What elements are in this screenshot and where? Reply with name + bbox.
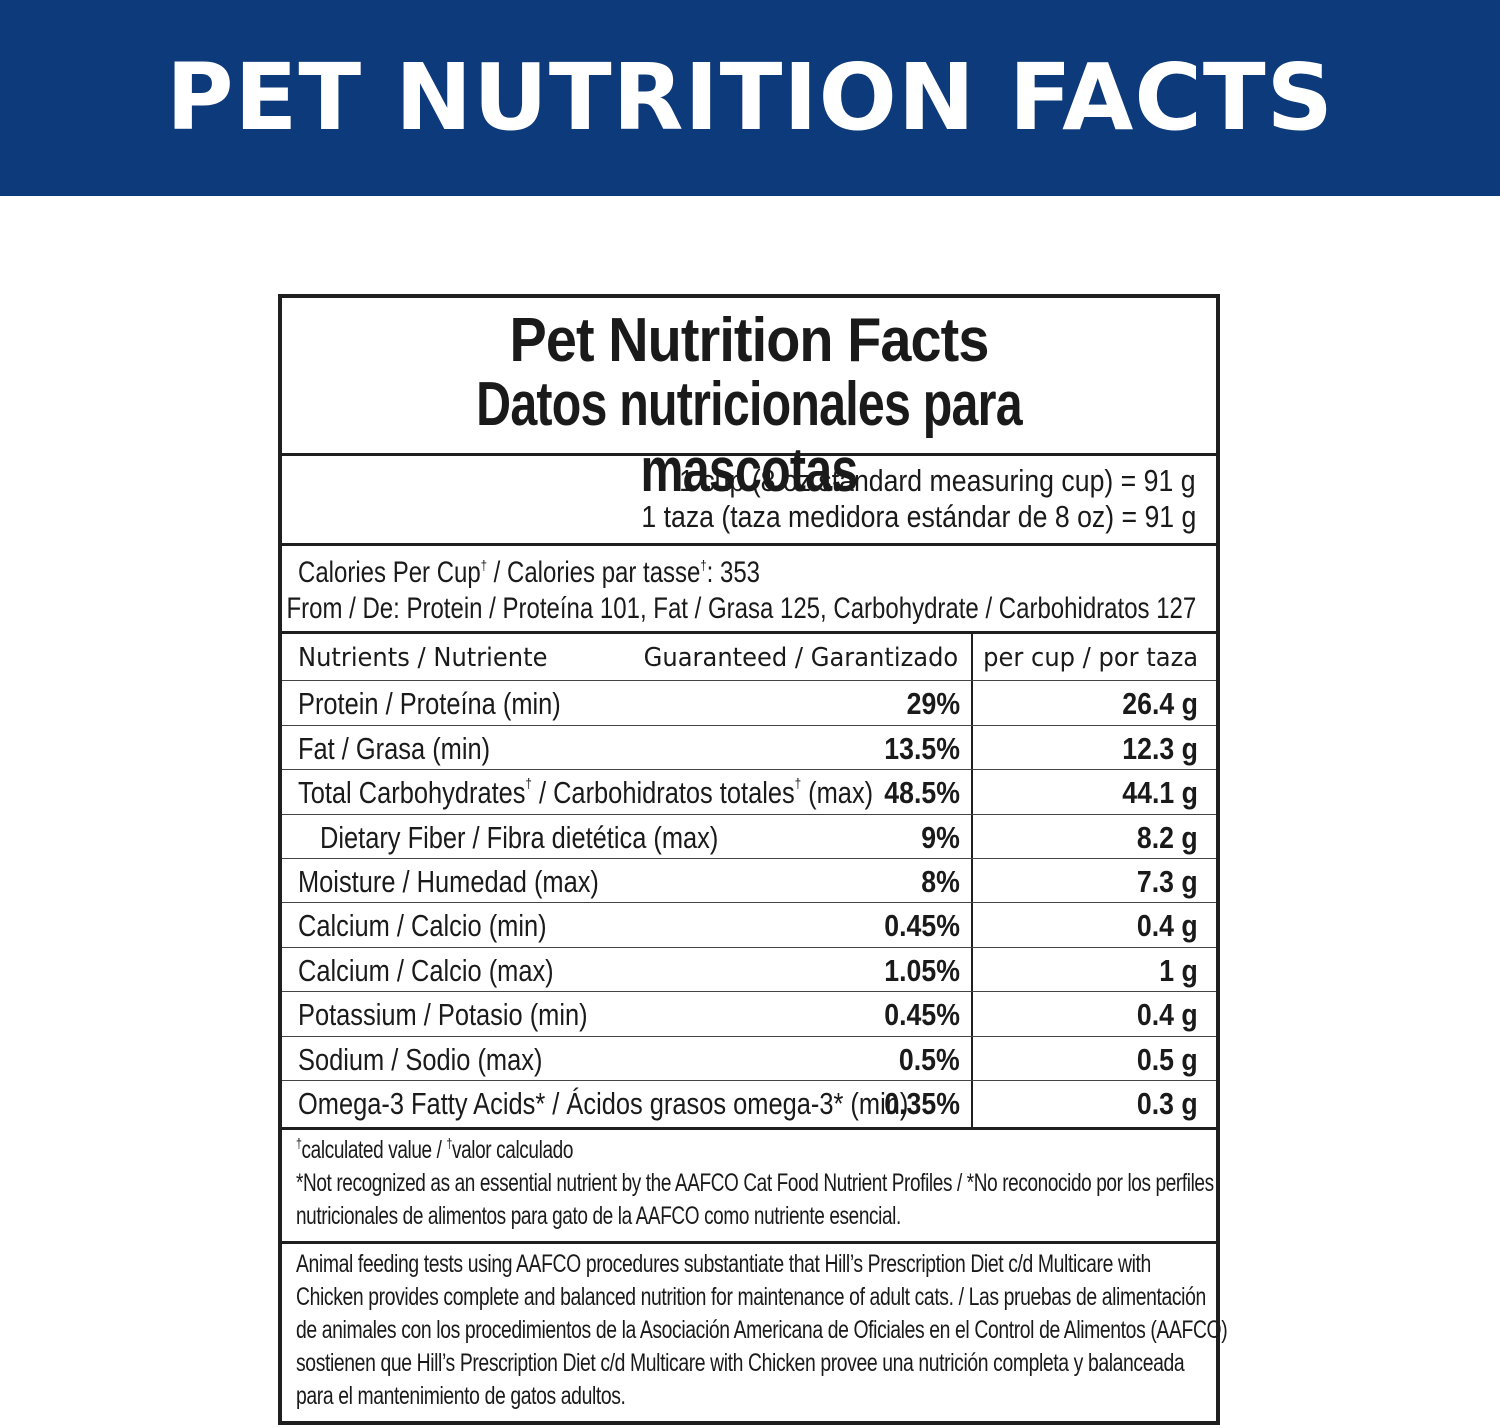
row-divider xyxy=(282,1036,1216,1037)
statement-line: para el mantenimiento de gatos adultos. xyxy=(296,1382,626,1410)
per-cup-value: 12.3 g xyxy=(1122,731,1198,766)
nutrient-name: Dietary Fiber / Fibra dietética (max) xyxy=(320,820,719,855)
serving-size-english: 1 cup (8 oz standard measuring cup) = 91… xyxy=(679,463,1196,498)
banner-title: PET NUTRITION FACTS xyxy=(166,44,1334,151)
serving-size: 1 cup (8 oz standard measuring cup) = 91… xyxy=(282,456,1216,544)
row-divider xyxy=(282,1080,1216,1081)
calories-per-cup: Calories Per Cup† / Calories par tasse†:… xyxy=(298,556,760,590)
guaranteed-value: 0.5% xyxy=(899,1042,960,1077)
dagger-mark: † xyxy=(296,1135,302,1151)
dagger-mark: † xyxy=(525,775,532,791)
guaranteed-value: 0.45% xyxy=(884,997,960,1032)
nutrient-name: Calcium / Calcio (max) xyxy=(298,953,554,988)
statement-line: Chicken provides complete and balanced n… xyxy=(296,1283,1206,1311)
per-cup-value: 0.4 g xyxy=(1137,997,1198,1032)
footnote-calculated: †calculated value / †valor calculado xyxy=(296,1134,573,1167)
divider xyxy=(282,1241,1216,1244)
panel-title-english: Pet Nutrition Facts xyxy=(509,306,990,375)
dagger-mark: † xyxy=(700,557,707,573)
serving-size-spanish: 1 taza (taza medidora estándar de 8 oz) … xyxy=(640,499,1196,534)
nutrient-name: Total Carbohydrates† / Carbohidratos tot… xyxy=(298,774,873,812)
divider xyxy=(282,453,1216,456)
guaranteed-value: 9% xyxy=(921,820,960,855)
per-cup-value: 0.3 g xyxy=(1137,1086,1198,1121)
row-divider xyxy=(282,947,1216,948)
table-row: Potassium / Potasio (min) 0.45% 0.4 g xyxy=(282,993,1216,1037)
nutrient-name: Sodium / Sodio (max) xyxy=(298,1042,543,1077)
row-divider xyxy=(282,769,1216,770)
footnotes: †calculated value / †valor calculado *No… xyxy=(282,1130,1216,1242)
nutrient-name: Fat / Grasa (min) xyxy=(298,731,491,766)
header-per-cup: per cup / por taza xyxy=(983,643,1198,673)
row-divider xyxy=(282,814,1216,815)
footnote-aafco-2: nutricionales de alimentos para gato de … xyxy=(296,1202,901,1230)
dagger-mark: † xyxy=(794,775,802,791)
header-guaranteed: Guaranteed / Garantizado xyxy=(643,643,958,673)
nutrient-name: Calcium / Calcio (min) xyxy=(298,908,547,943)
table-row: Fat / Grasa (min) 13.5% 12.3 g xyxy=(282,727,1216,771)
per-cup-value: 1 g xyxy=(1159,953,1198,988)
nutrient-name-english: Total Carbohydrates xyxy=(298,775,526,810)
per-cup-value: 7.3 g xyxy=(1137,864,1198,899)
guaranteed-value: 29% xyxy=(906,686,960,721)
per-cup-value: 8.2 g xyxy=(1137,820,1198,855)
panel-title-spanish: Datos nutricionales para mascotas xyxy=(476,370,1022,505)
calories-label-french: / Calories par tasse xyxy=(486,556,701,589)
header-banner: PET NUTRITION FACTS xyxy=(0,0,1500,196)
table-row: Protein / Proteína (min) 29% 26.4 g xyxy=(282,682,1216,726)
divider xyxy=(282,543,1216,546)
nutrient-qualifier: (max) xyxy=(801,775,874,810)
nutrient-name: Protein / Proteína (min) xyxy=(298,686,561,721)
guaranteed-value: 8% xyxy=(921,864,960,899)
guaranteed-value: 13.5% xyxy=(884,731,960,766)
table-row: Omega-3 Fatty Acids* / Ácidos grasos ome… xyxy=(282,1082,1216,1126)
table-row: Calcium / Calcio (min) 0.45% 0.4 g xyxy=(282,904,1216,948)
table-row: Total Carbohydrates† / Carbohidratos tot… xyxy=(282,771,1216,815)
row-divider xyxy=(282,902,1216,903)
footnote-aafco-1: *Not recognized as an essential nutrient… xyxy=(296,1169,1214,1197)
nutrition-facts-panel: Pet Nutrition Facts Datos nutricionales … xyxy=(278,294,1228,1425)
per-cup-value: 0.4 g xyxy=(1137,908,1198,943)
nutrient-name: Potassium / Potasio (min) xyxy=(298,997,588,1032)
per-cup-value: 44.1 g xyxy=(1122,775,1198,810)
calories-section: Calories Per Cup† / Calories par tasse†:… xyxy=(282,546,1216,632)
footnote-text: calculated value / xyxy=(301,1136,447,1164)
table-row: Dietary Fiber / Fibra dietética (max) 9%… xyxy=(282,816,1216,860)
nutrient-name: Omega-3 Fatty Acids* / Ácidos grasos ome… xyxy=(298,1086,909,1121)
divider xyxy=(282,1127,1216,1130)
table-header: Nutrients / Nutriente Guaranteed / Garan… xyxy=(282,636,1216,680)
table-row: Sodium / Sodio (max) 0.5% 0.5 g xyxy=(282,1038,1216,1082)
nutrient-name-spanish: / Carbohidratos totales xyxy=(531,775,795,810)
row-divider xyxy=(282,725,1216,726)
statement-line: de animales con los procedimientos de la… xyxy=(296,1316,1228,1344)
dagger-mark: † xyxy=(446,1135,452,1151)
guaranteed-value: 1.05% xyxy=(884,953,960,988)
header-nutrient: Nutrients / Nutriente xyxy=(298,643,548,673)
guaranteed-value: 0.35% xyxy=(884,1086,960,1121)
aafco-statement: Animal feeding tests using AAFCO procedu… xyxy=(282,1244,1228,1424)
statement-line: Animal feeding tests using AAFCO procedu… xyxy=(296,1250,1151,1278)
divider xyxy=(282,631,1216,634)
row-divider xyxy=(282,991,1216,992)
nutrient-name: Moisture / Humedad (max) xyxy=(298,864,599,899)
calories-label-english: Calories Per Cup xyxy=(298,556,481,589)
per-cup-value: 0.5 g xyxy=(1137,1042,1198,1077)
calories-breakdown: From / De: Protein / Proteína 101, Fat /… xyxy=(286,592,1196,625)
per-cup-value: 26.4 g xyxy=(1122,686,1198,721)
calories-value: : 353 xyxy=(706,556,761,589)
footnote-text: valor calculado xyxy=(451,1136,574,1164)
column-divider xyxy=(971,634,973,1128)
statement-line: sostienen que Hill’s Prescription Diet c… xyxy=(296,1349,1185,1377)
dagger-mark: † xyxy=(480,557,487,573)
row-divider xyxy=(282,858,1216,859)
guaranteed-value: 0.45% xyxy=(884,908,960,943)
table-row: Moisture / Humedad (max) 8% 7.3 g xyxy=(282,860,1216,904)
table-row: Calcium / Calcio (max) 1.05% 1 g xyxy=(282,949,1216,993)
row-divider xyxy=(282,680,1216,681)
guaranteed-value: 48.5% xyxy=(884,775,960,810)
nutrients-table: Nutrients / Nutriente Guaranteed / Garan… xyxy=(282,634,1216,1128)
panel-title-block: Pet Nutrition Facts Datos nutricionales … xyxy=(282,298,1216,504)
